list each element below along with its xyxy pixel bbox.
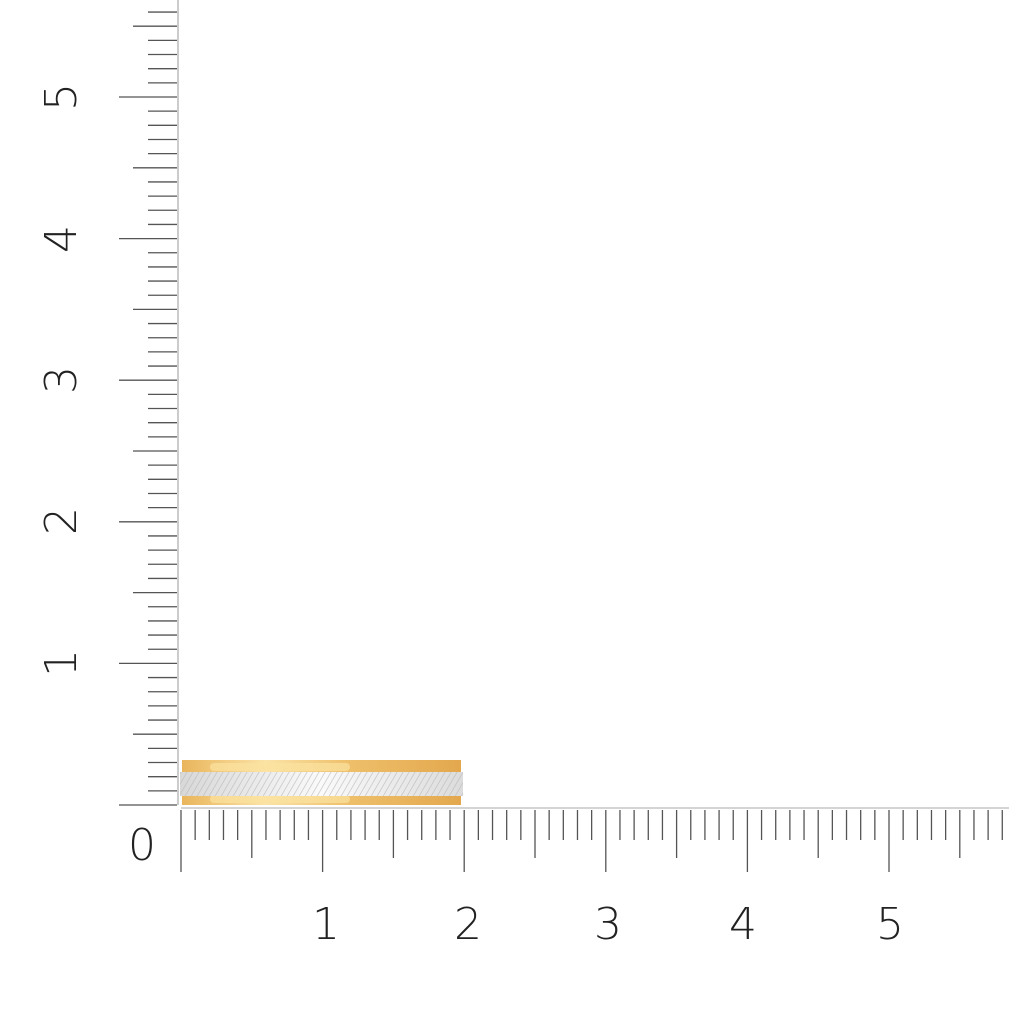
x-label-5: 5 (876, 899, 904, 950)
x-label-1: 1 (312, 899, 340, 950)
x-label-3: 3 (594, 899, 622, 950)
y-label-5: 5 (36, 83, 87, 111)
ring-profile-image (180, 760, 463, 805)
x-label-4: 4 (729, 899, 757, 950)
x-label-2: 2 (454, 899, 482, 950)
y-label-3: 3 (36, 366, 87, 394)
y-label-2: 2 (36, 507, 87, 535)
y-label-1: 1 (36, 649, 87, 677)
origin-label: 0 (128, 820, 156, 871)
y-label-4: 4 (36, 225, 87, 253)
